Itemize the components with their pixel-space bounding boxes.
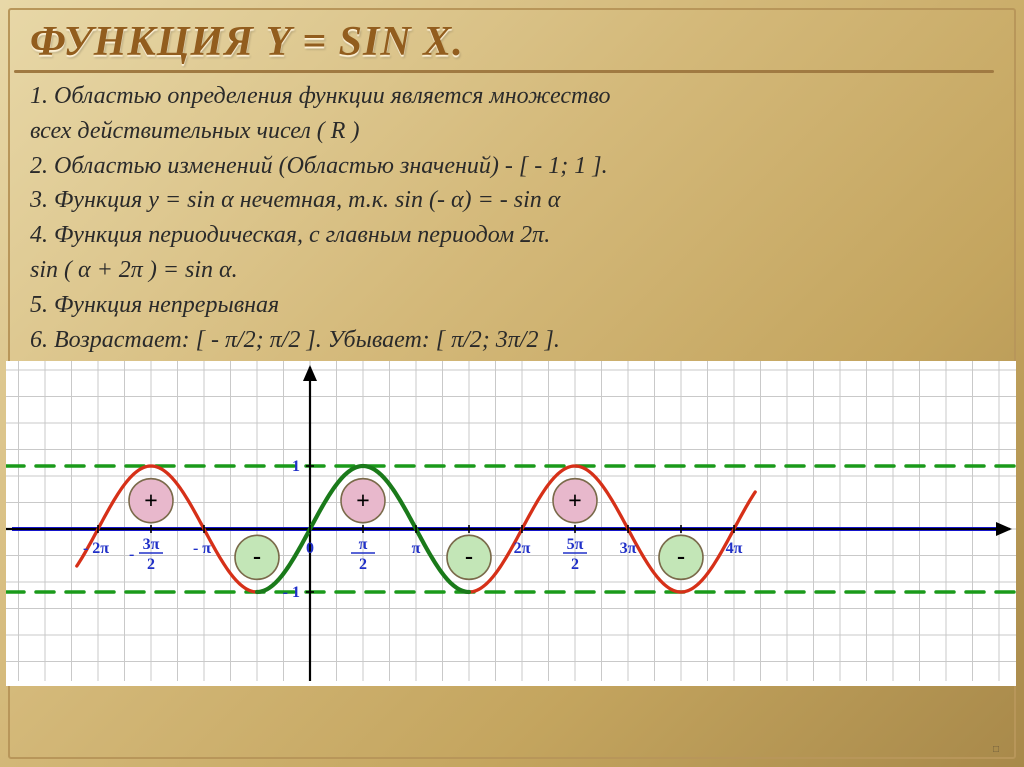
sine-chart-svg: - 2π-3π2- π0π2π3π22π5π23π7π24π1- 1+-+-+- — [6, 361, 1016, 681]
svg-text:2: 2 — [359, 556, 367, 573]
svg-text:- 1: - 1 — [283, 584, 300, 601]
svg-text:π: π — [412, 540, 421, 557]
svg-text:2π: 2π — [514, 540, 531, 557]
svg-text:- π: - π — [193, 540, 211, 557]
svg-text:+: + — [356, 489, 370, 515]
sine-chart: - 2π-3π2- π0π2π3π22π5π23π7π24π1- 1+-+-+- — [6, 361, 1016, 686]
svg-text:π: π — [359, 536, 368, 553]
svg-text:0: 0 — [306, 540, 314, 557]
svg-text:+: + — [568, 489, 582, 515]
svg-text:1: 1 — [292, 458, 300, 475]
svg-text:-: - — [129, 546, 134, 563]
page-marker: □ — [993, 744, 999, 755]
svg-text:2: 2 — [147, 556, 155, 573]
svg-text:5π: 5π — [567, 536, 584, 553]
svg-text:4π: 4π — [726, 540, 743, 557]
svg-text:-: - — [677, 544, 685, 570]
svg-text:-: - — [253, 544, 261, 570]
svg-text:-: - — [465, 544, 473, 570]
svg-text:3π: 3π — [620, 540, 637, 557]
svg-text:3π: 3π — [143, 536, 160, 553]
svg-text:+: + — [144, 489, 158, 515]
svg-text:2: 2 — [571, 556, 579, 573]
svg-text:- 2π: - 2π — [83, 540, 109, 557]
